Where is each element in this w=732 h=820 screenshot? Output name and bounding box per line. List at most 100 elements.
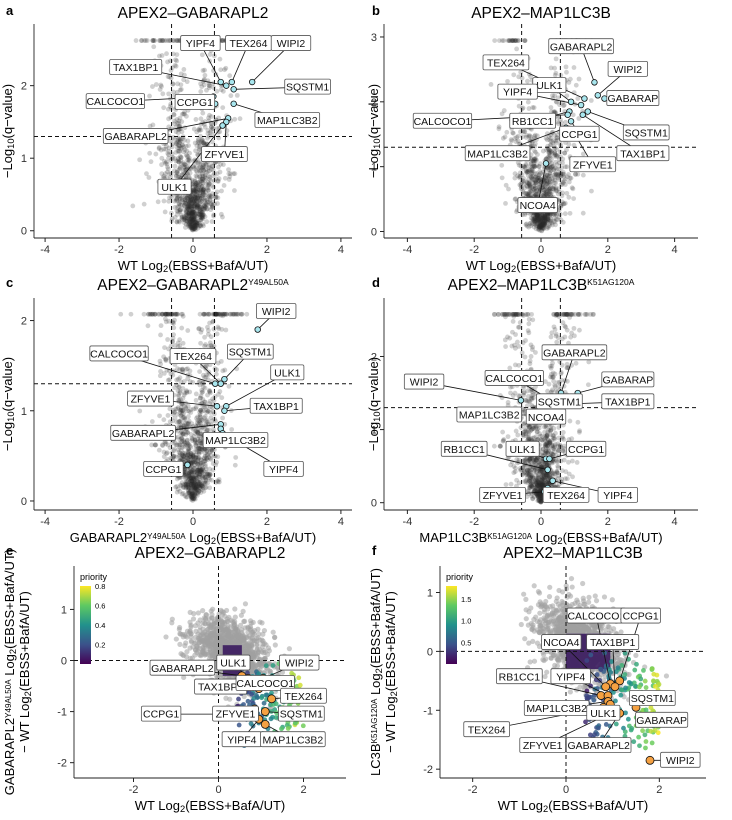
background-point	[532, 156, 538, 161]
label-text: TAX1BP1	[113, 62, 158, 74]
background-point	[544, 178, 550, 184]
background-point	[188, 210, 194, 216]
background-point	[202, 203, 207, 208]
x-axis-label-part: Log	[186, 530, 211, 545]
background-point	[507, 335, 513, 341]
label-tex264: TEX264	[169, 348, 217, 365]
panel-title-sup: K51AG120A	[587, 277, 635, 287]
background-point	[554, 166, 560, 172]
background-point	[197, 169, 203, 175]
background-point	[554, 152, 560, 158]
background-point	[190, 220, 196, 225]
highlight-point	[213, 403, 221, 410]
background-point	[179, 142, 185, 147]
background-point	[198, 127, 204, 133]
label-calcoco1: CALCOCO1	[85, 93, 145, 110]
highlight-point	[567, 118, 575, 125]
panel-title-main: APEX2–GABARAPL2	[135, 545, 286, 562]
background-point	[193, 222, 199, 228]
background-point	[516, 344, 522, 349]
background-point	[177, 207, 183, 213]
label-wipi2: WIPI2	[607, 60, 649, 77]
background-point	[182, 167, 188, 173]
background-point	[169, 156, 175, 161]
background-point	[527, 220, 533, 226]
background-point	[202, 195, 208, 201]
label-text: TEX264	[487, 58, 525, 70]
background-point	[176, 120, 181, 126]
background-point	[207, 196, 213, 201]
background-point	[212, 366, 218, 372]
background-point	[188, 222, 194, 228]
x-tick-label: 0	[538, 244, 544, 256]
background-point	[537, 212, 543, 218]
background-point	[533, 226, 539, 232]
background-point	[158, 147, 164, 153]
background-point	[214, 126, 220, 132]
background-point	[512, 196, 518, 202]
background-point	[534, 171, 540, 176]
background-point	[185, 201, 191, 207]
background-point	[560, 429, 566, 435]
background-point	[536, 227, 541, 233]
background-point	[212, 195, 218, 201]
background-point	[554, 188, 559, 194]
background-point	[183, 209, 189, 214]
background-point	[188, 196, 194, 202]
background-point	[515, 339, 520, 345]
background-point	[540, 221, 546, 227]
label-ncoa4: NCOA4	[525, 408, 567, 425]
background-point	[158, 368, 163, 374]
background-point	[532, 132, 538, 138]
background-point	[186, 158, 192, 164]
background-point	[516, 162, 522, 168]
background-point	[190, 210, 196, 216]
background-point	[189, 200, 195, 206]
background-point	[199, 193, 205, 199]
background-point	[203, 204, 208, 210]
background-point	[542, 184, 548, 190]
background-point	[194, 205, 200, 211]
background-point	[541, 221, 546, 227]
label-text: CCPG1	[145, 464, 181, 476]
background-point	[192, 222, 198, 228]
background-point	[232, 171, 238, 177]
background-point	[177, 209, 183, 215]
background-point	[532, 214, 538, 220]
background-point	[197, 173, 203, 179]
background-point	[202, 206, 207, 211]
background-point	[202, 172, 208, 178]
background-point	[543, 135, 549, 141]
background-point	[539, 228, 545, 234]
background-point	[209, 204, 215, 210]
background-point	[192, 157, 198, 163]
background-point	[188, 203, 194, 209]
background-point	[174, 208, 180, 214]
background-point	[206, 454, 212, 460]
background-point	[538, 170, 543, 176]
background-point	[534, 214, 540, 219]
background-point	[191, 226, 197, 231]
background-point	[173, 141, 179, 147]
background-point	[551, 324, 557, 330]
background-point	[193, 117, 199, 122]
background-point	[174, 145, 180, 151]
background-point	[208, 201, 214, 207]
panel-letter: c	[6, 275, 13, 290]
background-point	[182, 202, 187, 208]
background-point	[156, 145, 162, 150]
background-point	[201, 187, 206, 193]
background-point	[177, 149, 183, 154]
background-point	[521, 178, 527, 184]
panel-c: c APEX2–GABARAPL2Y49AL50A-4 -2 0 2 4012GABARA…	[0, 275, 352, 546]
background-point	[189, 210, 195, 216]
background-point	[548, 192, 553, 198]
background-point	[509, 38, 515, 44]
background-point	[159, 171, 165, 177]
background-point	[532, 221, 538, 227]
background-point	[194, 192, 200, 198]
background-point	[209, 219, 215, 224]
background-point	[547, 150, 553, 155]
x-tick-label: 4	[672, 244, 678, 256]
background-point	[553, 170, 559, 176]
